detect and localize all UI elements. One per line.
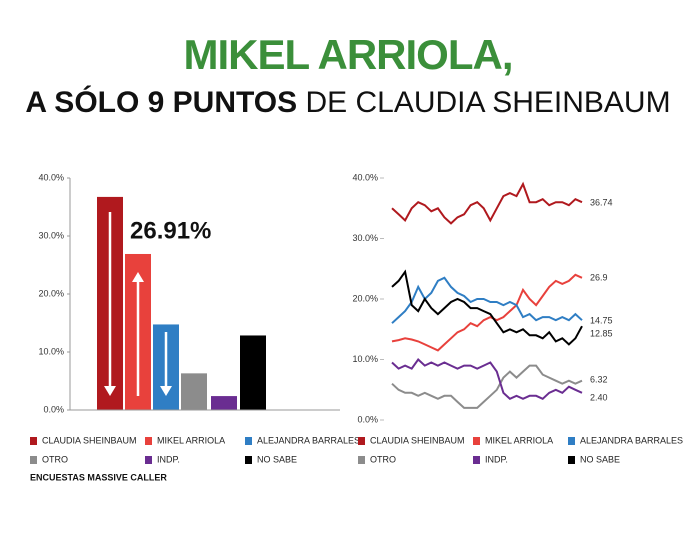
y-tick-label: 10.0%	[38, 346, 64, 356]
y-tick-label: 30.0%	[38, 230, 64, 240]
legend-label: NO SABE	[580, 454, 620, 464]
bar	[240, 335, 266, 410]
legend-swatch	[245, 456, 252, 464]
legend-label: ALEJANDRA BARRALES	[257, 435, 360, 445]
legend-swatch	[145, 456, 152, 464]
legend-label: CLAUDIA SHEINBAUM	[42, 435, 137, 445]
legend-swatch	[30, 437, 37, 445]
series-line	[391, 357, 583, 400]
legend-swatch	[30, 456, 37, 464]
end-label: 36.74	[590, 197, 613, 207]
y-tick-label: 10.0%	[352, 354, 378, 364]
legend-label: INDP.	[157, 454, 180, 464]
series-line	[391, 269, 583, 346]
bar	[211, 396, 237, 410]
end-label: 14.75	[590, 315, 613, 325]
legend-label: ALEJANDRA BARRALES	[580, 435, 683, 445]
y-tick-label: 0.0%	[357, 414, 378, 424]
legend-swatch	[358, 437, 365, 445]
legend-swatch	[568, 456, 575, 464]
legend-label: OTRO	[42, 454, 68, 464]
legend-swatch	[473, 456, 480, 464]
y-tick-label: 0.0%	[43, 404, 64, 414]
legend-swatch	[568, 437, 575, 445]
legend-swatch	[358, 456, 365, 464]
legend-label: NO SABE	[257, 454, 297, 464]
end-label: 2.40	[590, 392, 608, 402]
y-tick-label: 20.0%	[352, 293, 378, 303]
end-label: 6.32	[590, 374, 608, 384]
legend-label: OTRO	[370, 454, 396, 464]
end-label: 12.85	[590, 328, 613, 338]
annotation: 26.91%	[130, 217, 211, 244]
y-tick-label: 40.0%	[38, 172, 64, 182]
end-label: 26.9	[590, 272, 608, 282]
legend-label: MIKEL ARRIOLA	[157, 435, 225, 445]
subtitle-bold: A SÓLO 9 PUNTOS	[25, 85, 297, 119]
series-line	[391, 181, 583, 225]
series-line	[391, 276, 583, 324]
source: ENCUESTAS MASSIVE CALLER	[30, 472, 167, 482]
y-tick-label: 40.0%	[352, 172, 378, 182]
series-line	[391, 273, 583, 352]
arrow-head	[104, 386, 116, 396]
legend-swatch	[473, 437, 480, 445]
legend-swatch	[145, 437, 152, 445]
arrow-head	[160, 386, 172, 396]
bar	[181, 373, 207, 410]
charts: 0.0% 10.0% 20.0% 30.0% 40.0% 26.91% CLAUDIA SH…	[30, 172, 683, 464]
legend-label: MIKEL ARRIOLA	[485, 435, 553, 445]
legend-label: CLAUDIA SHEINBAUM	[370, 435, 465, 445]
subtitle-rest: DE CLAUDIA SHEINBAUM	[305, 86, 670, 119]
series-line	[391, 364, 583, 409]
title: MIKEL ARRIOLA,	[184, 31, 513, 78]
y-tick-label: 20.0%	[38, 288, 64, 298]
arrow-head	[132, 272, 144, 282]
y-tick-label: 30.0%	[352, 233, 378, 243]
legend-label: INDP.	[485, 454, 508, 464]
legend-swatch	[245, 437, 252, 445]
subtitle: A SÓLO 9 PUNTOS DE CLAUDIA SHEINBAUM	[25, 85, 670, 119]
